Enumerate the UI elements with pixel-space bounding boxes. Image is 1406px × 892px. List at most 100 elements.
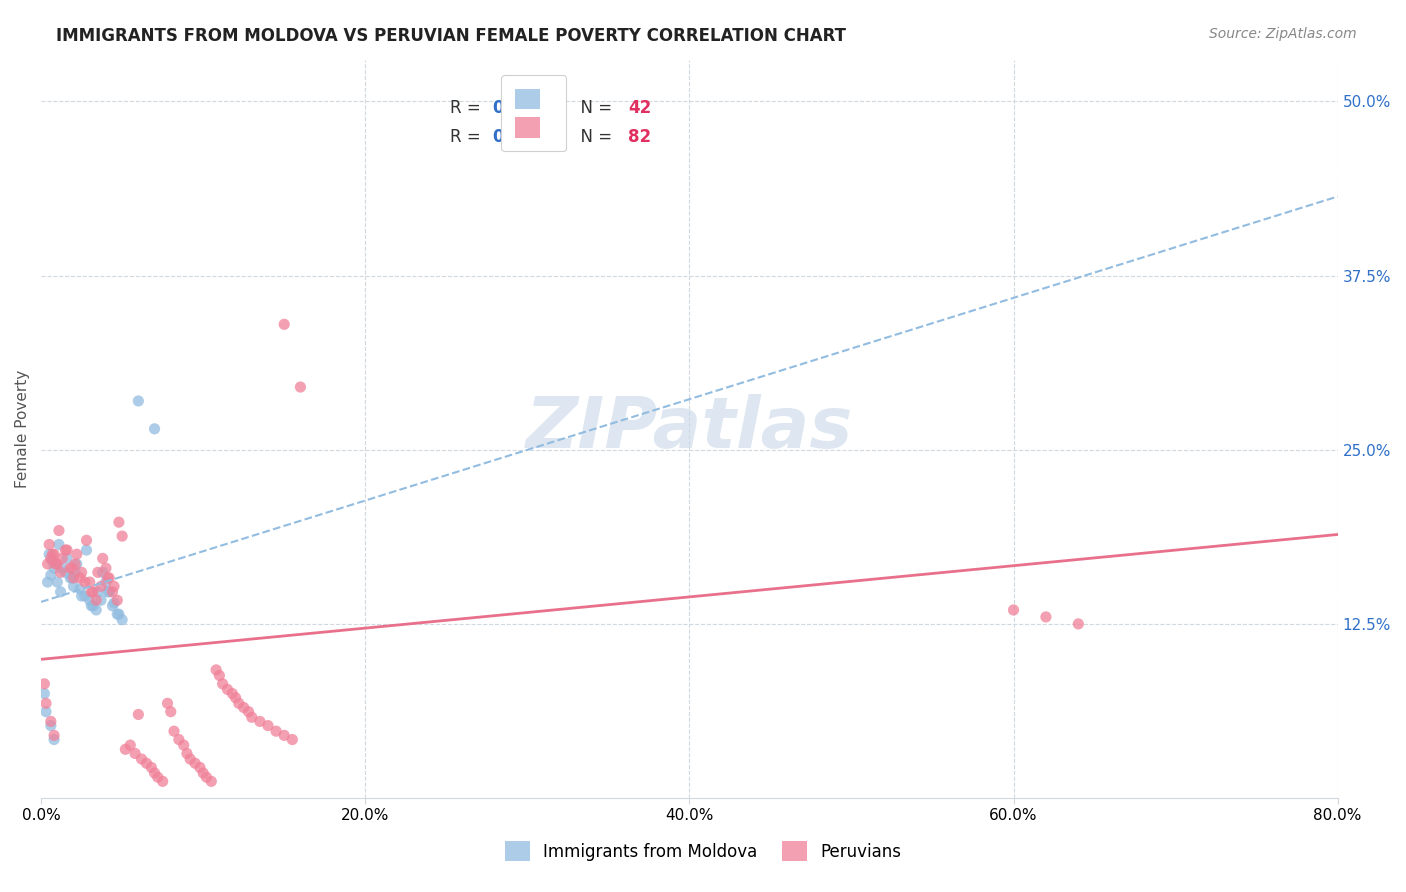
Point: [80, 585, 103, 599]
Point: [103, 579, 125, 593]
Point: [56, 551, 79, 566]
Point: [184, 756, 207, 771]
Point: [238, 705, 260, 719]
Point: [70, 566, 93, 580]
Point: [211, 677, 233, 691]
Point: [173, 738, 195, 752]
Point: [56, 543, 79, 558]
Point: [159, 705, 181, 719]
Point: [195, 770, 218, 784]
Text: 42: 42: [628, 99, 652, 117]
Point: [152, 774, 174, 789]
Point: [103, 596, 125, 610]
Point: [63, 566, 86, 580]
Point: [84, 593, 107, 607]
Point: [94, 561, 117, 575]
Point: [42, 728, 65, 742]
Point: [66, 557, 89, 571]
Text: Source: ZipAtlas.com: Source: ZipAtlas.com: [1209, 27, 1357, 41]
Point: [39, 551, 62, 566]
Point: [82, 599, 104, 613]
Point: [105, 607, 128, 622]
Y-axis label: Female Poverty: Female Poverty: [15, 369, 30, 488]
Point: [281, 732, 304, 747]
Point: [73, 589, 96, 603]
Point: [208, 668, 231, 682]
Point: [42, 561, 65, 575]
Point: [55, 543, 77, 558]
Point: [69, 571, 91, 585]
Point: [87, 585, 110, 599]
Point: [73, 575, 96, 590]
Point: [48, 524, 70, 538]
Point: [249, 714, 271, 729]
Point: [205, 663, 228, 677]
Point: [39, 568, 62, 582]
Point: [70, 589, 93, 603]
Point: [156, 696, 179, 710]
Point: [200, 774, 222, 789]
Legend: , : ,: [502, 75, 567, 151]
Point: [290, 380, 312, 394]
Point: [51, 551, 73, 566]
Point: [217, 682, 239, 697]
Point: [131, 752, 153, 766]
Point: [60, 571, 83, 585]
Text: R =: R =: [450, 128, 485, 146]
Point: [35, 705, 58, 719]
Point: [257, 718, 280, 732]
Point: [49, 585, 72, 599]
Point: [98, 571, 121, 585]
Text: 0.185: 0.185: [492, 128, 544, 146]
Point: [98, 585, 121, 599]
Point: [127, 707, 149, 722]
Point: [34, 677, 56, 691]
Point: [114, 742, 136, 756]
Point: [45, 557, 67, 571]
Point: [76, 533, 98, 548]
Text: N =: N =: [569, 128, 617, 146]
Point: [63, 557, 86, 571]
Point: [46, 557, 69, 571]
Point: [59, 561, 82, 575]
Point: [143, 422, 166, 436]
Point: [91, 551, 114, 566]
Point: [34, 687, 56, 701]
Point: [87, 566, 110, 580]
Text: R =: R =: [450, 99, 485, 117]
Point: [42, 547, 65, 561]
Point: [62, 571, 84, 585]
Point: [39, 714, 62, 729]
Point: [101, 599, 124, 613]
Point: [240, 710, 263, 724]
Text: 0.146: 0.146: [492, 99, 544, 117]
Text: IMMIGRANTS FROM MOLDOVA VS PERUVIAN FEMALE POVERTY CORRELATION CHART: IMMIGRANTS FROM MOLDOVA VS PERUVIAN FEMA…: [56, 27, 846, 45]
Point: [48, 537, 70, 551]
Point: [90, 579, 112, 593]
Point: [38, 547, 60, 561]
Point: [46, 575, 69, 590]
Point: [188, 760, 211, 774]
Point: [91, 566, 114, 580]
Point: [1035, 610, 1057, 624]
Point: [108, 607, 131, 622]
Point: [111, 529, 134, 543]
Point: [96, 585, 118, 599]
Point: [51, 561, 73, 575]
Point: [66, 547, 89, 561]
Point: [120, 738, 142, 752]
Point: [264, 724, 287, 739]
Point: [225, 690, 247, 705]
Point: [37, 557, 59, 571]
Point: [127, 394, 149, 409]
Point: [42, 732, 65, 747]
Point: [273, 318, 295, 332]
Point: [105, 593, 128, 607]
Text: N =: N =: [569, 99, 617, 117]
Point: [1002, 603, 1025, 617]
Point: [221, 687, 243, 701]
Point: [69, 582, 91, 596]
Point: [45, 557, 67, 571]
Point: [76, 543, 98, 558]
Point: [141, 760, 163, 774]
